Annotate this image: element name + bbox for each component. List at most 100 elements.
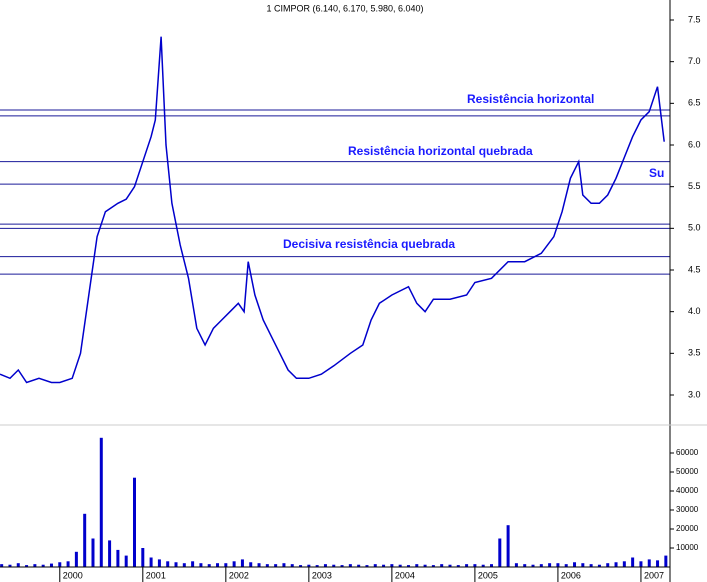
volume-bar [74, 551, 78, 567]
volume-bar [66, 561, 70, 567]
volume-bar [240, 559, 244, 567]
volume-bar [16, 563, 20, 567]
volume-bar [257, 563, 261, 567]
volume-bar [216, 563, 220, 567]
volume-bar [448, 564, 452, 567]
annotation: Decisiva resistência quebrada [283, 237, 455, 251]
volume-bar [357, 564, 361, 567]
volume-bar [290, 564, 294, 567]
volume-bar [99, 437, 103, 567]
volume-bar [423, 564, 427, 567]
x-tick-label: 2003 [312, 570, 332, 580]
volume-bar [191, 561, 195, 567]
y-tick-label: 7.5 [688, 14, 701, 24]
volume-bar [398, 564, 402, 567]
volume-bar [224, 563, 228, 567]
y-tick-label: 30000 [676, 505, 699, 514]
volume-bar [274, 564, 278, 567]
x-tick-label: 2001 [146, 570, 166, 580]
volume-bar [182, 563, 186, 567]
annotation: Su [649, 166, 664, 180]
x-tick-label: 2000 [63, 570, 83, 580]
x-tick-label: 2006 [561, 570, 581, 580]
volume-bar [373, 564, 377, 567]
y-tick-label: 3.5 [688, 348, 701, 358]
volume-bar [431, 565, 435, 567]
volume-bar [149, 557, 153, 567]
volume-bar [465, 564, 469, 567]
volume-bar [41, 564, 45, 567]
volume-bar [265, 564, 269, 567]
volume-bar [415, 564, 419, 567]
volume-bar [33, 564, 37, 567]
x-tick-label: 2002 [229, 570, 249, 580]
volume-bar [0, 564, 4, 567]
volume-bar [622, 561, 626, 567]
volume-bar [440, 564, 444, 567]
volume-bar [556, 563, 560, 567]
volume-bar [589, 564, 593, 567]
volume-bar [232, 561, 236, 567]
volume-bar [506, 525, 510, 567]
volume-bar [157, 559, 161, 567]
volume-bar [332, 564, 336, 567]
y-tick-label: 3.0 [688, 389, 701, 399]
axis-panel [670, 0, 707, 582]
volume-bar [323, 564, 327, 567]
y-tick-label: 5.0 [688, 223, 701, 233]
volume-bar [664, 555, 668, 567]
volume-bar [631, 557, 635, 567]
volume-bar [597, 564, 601, 567]
volume-bar [656, 560, 660, 567]
volume-bar [299, 565, 303, 567]
volume-bar [141, 548, 145, 567]
annotation: Resistência horizontal [467, 92, 594, 106]
volume-bar [49, 563, 53, 567]
volume-bar [606, 563, 610, 567]
volume-bar [456, 565, 460, 567]
annotation: Resistência horizontal quebrada [348, 144, 533, 158]
volume-bar [539, 564, 543, 567]
volume-bar [647, 559, 651, 567]
volume-bar [523, 564, 527, 567]
y-tick-label: 4.5 [688, 264, 701, 274]
y-tick-label: 50000 [676, 467, 699, 476]
y-tick-label: 6.0 [688, 139, 701, 149]
x-tick-label: 2005 [478, 570, 498, 580]
volume-bar [531, 564, 535, 567]
volume-bar [390, 564, 394, 567]
y-tick-label: 7.0 [688, 56, 701, 66]
volume-bar [307, 564, 311, 567]
volume-bar [406, 565, 410, 567]
y-tick-label: 6.5 [688, 98, 701, 108]
volume-bar [382, 564, 386, 567]
volume-bar [91, 538, 95, 567]
y-tick-label: 20000 [676, 524, 699, 533]
volume-bar [548, 563, 552, 567]
volume-bar [83, 513, 87, 567]
volume-bar [166, 561, 170, 567]
y-tick-label: 10000 [676, 543, 699, 552]
volume-bar [340, 565, 344, 567]
volume-bar [498, 538, 502, 567]
volume-bar [174, 562, 178, 567]
volume-bar [348, 564, 352, 567]
y-tick-label: 4.0 [688, 306, 701, 316]
volume-bar [514, 563, 518, 567]
volume-bar [207, 564, 211, 567]
volume-bar [25, 565, 29, 567]
volume-bar [473, 564, 477, 567]
y-tick-label: 40000 [676, 486, 699, 495]
volume-bar [116, 549, 120, 567]
volume-bar [365, 565, 369, 567]
volume-bar [639, 561, 643, 567]
volume-bar [481, 564, 485, 567]
volume-bar [8, 564, 12, 567]
volume-bar [614, 562, 618, 567]
volume-bar [58, 562, 62, 567]
volume-bar [132, 477, 136, 567]
volume-bar [199, 563, 203, 567]
volume-bar [282, 563, 286, 567]
